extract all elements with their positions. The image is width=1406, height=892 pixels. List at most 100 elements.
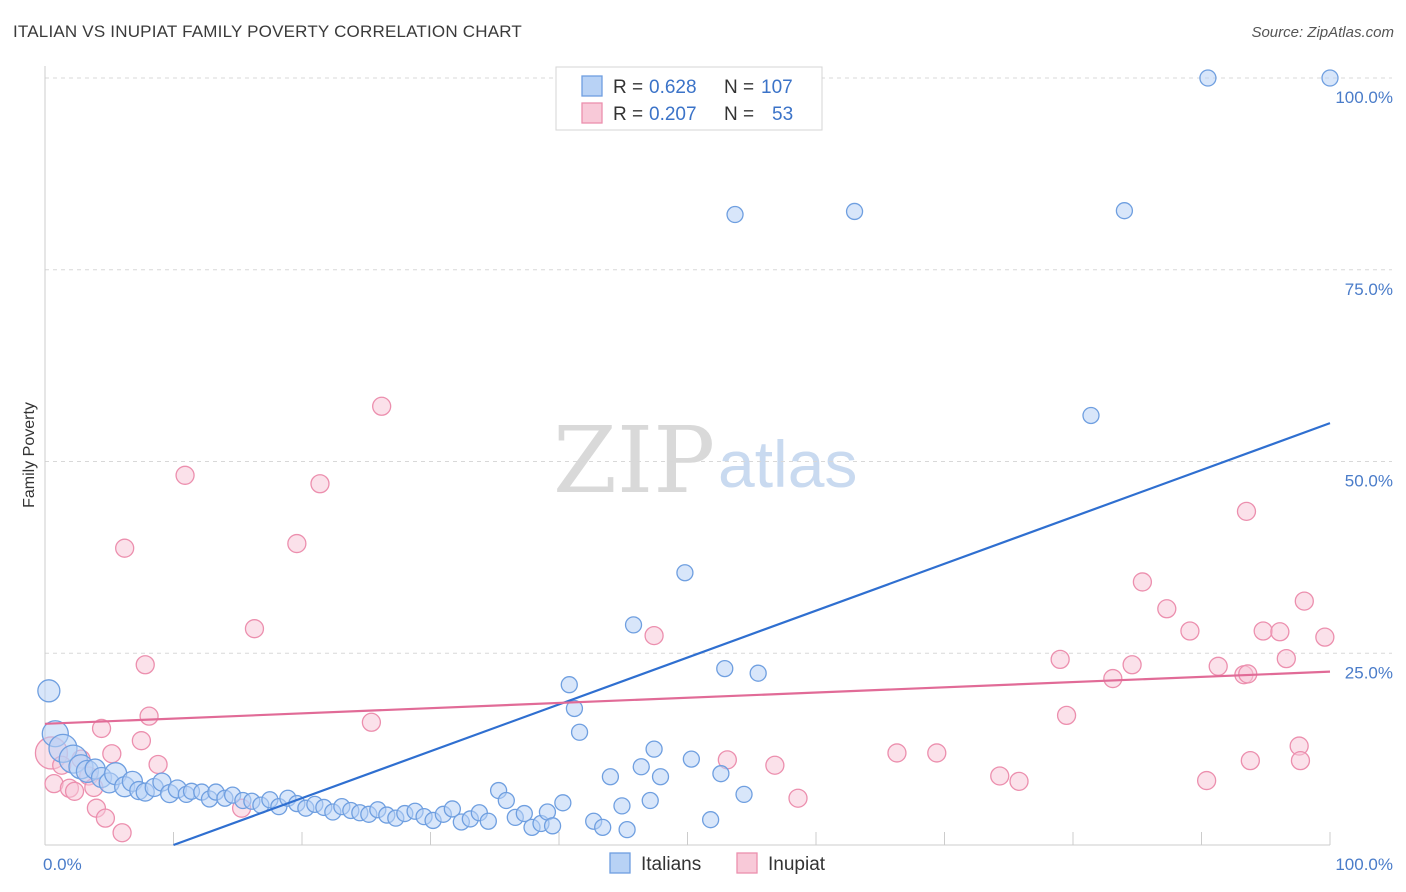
inupiat-point-21 [287, 533, 307, 554]
y-axis-label: Family Poverty [21, 402, 38, 508]
italians-point-0 [37, 679, 61, 703]
x-tick-label-0: 0.0% [43, 855, 82, 874]
x-tick-label-1: 100.0% [1335, 855, 1393, 874]
bottom-legend-inupiat: Inupiat [768, 854, 826, 875]
inupiat-point-51 [1294, 591, 1314, 611]
inupiat-point-11 [102, 744, 122, 764]
bottom-legend-swatch-italians [609, 852, 631, 874]
inupiat-point-9 [91, 718, 112, 739]
italians-point-70 [624, 616, 643, 634]
inupiat-point-32 [1009, 771, 1029, 791]
italians-point-85 [1082, 406, 1100, 425]
italians-point-56 [515, 804, 533, 823]
inupiat-point-25 [644, 625, 664, 646]
bottom-legend-swatch-inupiat [736, 852, 758, 874]
italians-point-52 [479, 812, 497, 830]
legend-inupiat-r-value: 0.207 [649, 104, 697, 125]
legend-italians-r-value: 0.628 [649, 77, 697, 98]
legend-italians-n-label: N = [724, 77, 754, 98]
bottom-legend: Italians Inupiat [609, 852, 826, 875]
italians-point-67 [601, 768, 620, 786]
italians-point-79 [716, 659, 734, 678]
inupiat-point-14 [131, 731, 152, 751]
inupiat-point-52 [1315, 627, 1335, 647]
italians-point-73 [645, 740, 663, 758]
italians-point-87 [1321, 69, 1339, 87]
bottom-legend-italians: Italians [641, 854, 701, 875]
inupiat-point-40 [1196, 770, 1217, 791]
inupiat-point-45 [1240, 750, 1260, 771]
inupiat-point-31 [990, 766, 1010, 786]
tick-labels: 25.0% 50.0% 75.0% 100.0% 0.0% 100.0% [43, 88, 1393, 874]
italians-point-71 [632, 758, 650, 776]
grid-lines [45, 77, 1392, 654]
italians-point-74 [651, 768, 670, 786]
legend-inupiat-r-label: R = [613, 104, 643, 125]
italians-point-54 [497, 791, 515, 810]
inupiat-point-13 [115, 538, 135, 558]
italians-points [37, 69, 1339, 839]
italians-point-81 [749, 664, 767, 682]
inupiat-point-38 [1157, 599, 1177, 619]
inupiat-point-50 [1290, 750, 1311, 771]
y-tick-label-3: 100.0% [1335, 88, 1393, 107]
inupiat-point-33 [1050, 649, 1070, 670]
inupiat-point-15 [135, 655, 155, 675]
inupiat-point-20 [244, 619, 265, 639]
italians-point-83 [845, 202, 864, 221]
italians-point-75 [676, 564, 694, 582]
y-tick-label-0: 25.0% [1345, 663, 1393, 682]
italians-point-76 [682, 750, 701, 768]
legend-swatch-italians [581, 75, 603, 97]
inupiat-point-47 [1270, 622, 1290, 642]
italians-point-61 [554, 794, 572, 812]
inupiat-point-35 [1103, 668, 1123, 689]
trend-lines [44, 422, 1331, 847]
italians-point-77 [701, 811, 720, 829]
legend-swatch-inupiat [581, 102, 603, 124]
italians-point-82 [726, 205, 744, 224]
italians-point-72 [641, 791, 659, 810]
legend-italians-r-label: R = [613, 77, 643, 98]
inupiat-point-22 [310, 474, 330, 494]
inupiat-point-48 [1276, 648, 1296, 669]
italians-point-78 [712, 765, 730, 783]
inupiat-point-36 [1122, 655, 1142, 675]
italians-trend-line [173, 422, 1331, 847]
legend-inupiat-n-label: N = [724, 104, 754, 125]
italians-point-64 [570, 723, 589, 741]
inupiat-point-4 [64, 781, 85, 801]
inupiat-point-30 [927, 743, 947, 763]
inupiat-point-46 [1253, 621, 1273, 641]
inupiat-point-18 [175, 465, 195, 485]
italians-point-60 [543, 817, 562, 835]
source-label: Source: ZipAtlas.com [1251, 24, 1394, 41]
italians-point-68 [613, 797, 631, 815]
italians-point-69 [618, 821, 636, 839]
inupiat-point-10 [95, 808, 116, 828]
italians-point-84 [1115, 202, 1134, 220]
legend-inupiat-n-value: 53 [772, 104, 793, 125]
italians-point-62 [560, 676, 578, 694]
inupiat-point-27 [765, 755, 785, 775]
inupiat-point-34 [1056, 705, 1077, 726]
axes [44, 66, 1331, 846]
inupiat-point-37 [1132, 572, 1153, 592]
italians-point-66 [594, 818, 612, 837]
inupiat-point-23 [361, 712, 382, 732]
chart-title: ITALIAN VS INUPIAT FAMILY POVERTY CORREL… [13, 22, 522, 41]
inupiat-trend-line [44, 670, 1331, 725]
inupiat-point-24 [372, 396, 392, 416]
inupiat-point-41 [1208, 656, 1228, 676]
legend: R = 0.628 N = 107 R = 0.207 N = 53 [555, 66, 823, 131]
inupiat-point-16 [139, 706, 159, 726]
legend-italians-n-value: 107 [761, 77, 793, 98]
italians-point-80 [735, 785, 753, 804]
inupiat-point-28 [788, 788, 808, 808]
y-tick-label-2: 75.0% [1345, 280, 1393, 299]
italians-point-63 [565, 699, 584, 718]
inupiat-point-39 [1180, 621, 1200, 641]
italians-point-48 [443, 800, 461, 818]
italians-point-86 [1199, 69, 1217, 87]
